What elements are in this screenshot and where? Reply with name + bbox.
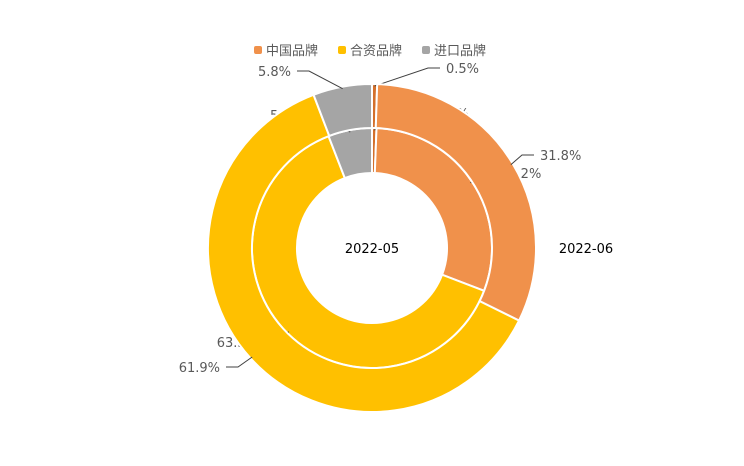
data-label: 0.5%	[446, 62, 479, 77]
legend-swatch	[338, 46, 346, 54]
leader-line	[374, 67, 440, 87]
leader-line	[510, 154, 534, 166]
data-label: 61.9%	[179, 361, 220, 376]
series-label-outer: 2022-06	[559, 242, 613, 257]
slice-2022-06-3	[312, 82, 373, 138]
leader-line	[297, 70, 343, 90]
legend-swatch	[254, 46, 262, 54]
data-label: 31.8%	[540, 149, 581, 164]
legend-entry: 中国品牌	[266, 43, 318, 59]
leader-line	[226, 356, 253, 368]
series-label-inner: 2022-05	[345, 242, 399, 257]
slice-2022-06-2	[207, 93, 521, 413]
legend-entry: 进口品牌	[434, 43, 486, 59]
data-label: 5.8%	[258, 65, 291, 80]
legend-entry: 合资品牌	[350, 43, 402, 59]
legend-swatch	[422, 46, 430, 54]
